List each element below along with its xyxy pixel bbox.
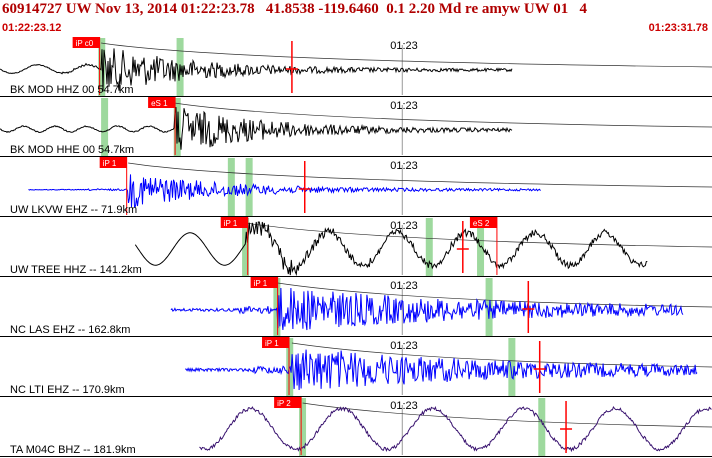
time-tick-label: 01:23 (390, 100, 418, 112)
pick-window-band (425, 218, 433, 276)
channel-label: UW TREE HHZ -- 141.2km (10, 264, 142, 276)
waveform-trace[interactable] (0, 48, 513, 92)
phase-pick-label: iP 2 (277, 399, 291, 408)
channel-label: TA M04C BHZ -- 181.9km (10, 444, 136, 456)
trace-panel[interactable]: 01:23 iP c0 BK MOD HHZ 00 54.7km (0, 37, 712, 97)
pick-window-band (538, 398, 546, 456)
waveform-trace[interactable] (28, 174, 541, 209)
time-tick-label: 01:23 (390, 40, 418, 52)
waveform-trace[interactable] (134, 221, 648, 277)
travel-time-curve (277, 282, 712, 308)
phase-pick-label: iP 1 (224, 219, 238, 228)
phase-pick-flag[interactable] (220, 217, 248, 228)
time-tick-label: 01:23 (390, 340, 418, 352)
channel-label: BK MOD HHZ 00 54.7km (10, 84, 133, 96)
pick-window-band (245, 158, 253, 216)
trace-panel[interactable]: 01:23 iP 1 UW LKVW EHZ -- 71.9km (0, 157, 712, 217)
event-title: 60914727 UW Nov 13, 2014 01:22:23.78 41.… (2, 1, 587, 17)
window-end-time: 01:23:31.78 (648, 22, 708, 34)
trace-panel[interactable]: 01:23 iP 1 NC LTI EHZ -- 170.9km (0, 337, 712, 397)
phase-pick-flag[interactable] (262, 337, 290, 348)
travel-time-curve (302, 402, 712, 428)
pick-window-band (98, 38, 106, 96)
channel-label: NC LAS EHZ -- 162.8km (10, 324, 130, 336)
pick-window-band (101, 98, 109, 156)
trace-panel[interactable]: 01:23 iP 2 TA M04C BHZ -- 181.9km (0, 397, 712, 457)
phase-pick-flag[interactable] (274, 397, 302, 408)
pick-window-band (273, 278, 281, 336)
phase-pick-label: iP 1 (254, 279, 268, 288)
time-tick-label: 01:23 (390, 220, 418, 232)
seismogram-panels[interactable]: 01:23 iP c0 BK MOD HHZ 00 54.7km 01:23 eS 1 B… (0, 37, 712, 458)
phase-pick-flag[interactable] (469, 217, 497, 228)
trace-panel[interactable]: 01:23 eS 1 BK MOD HHE 00 54.7km (0, 97, 712, 157)
channel-label: NC LTI EHZ -- 170.9km (10, 384, 125, 396)
travel-time-curve (245, 222, 712, 248)
phase-pick-flag[interactable] (72, 37, 100, 48)
pick-window-band (227, 158, 235, 216)
waveform-trace[interactable] (0, 107, 513, 150)
trace-panel[interactable]: 01:23 iP 1 NC LAS EHZ -- 162.8km (0, 277, 712, 337)
waveform-trace[interactable] (199, 405, 712, 453)
waveform-trace[interactable] (170, 287, 684, 331)
trace-panel[interactable]: 01:23 iP 1 eS 2 UW TREE HHZ -- 141.2km (0, 217, 712, 277)
phase-pick-flag[interactable] (99, 157, 127, 168)
pick-window-band (508, 338, 516, 396)
phase-pick-label: eS 1 (151, 99, 168, 108)
pick-window-band (299, 398, 307, 456)
waveform-trace[interactable] (185, 349, 698, 391)
time-tick-label: 01:23 (390, 160, 418, 172)
window-start-time: 01:22:23.12 (2, 22, 62, 34)
phase-pick-label: eS 2 (473, 219, 490, 228)
travel-time-curve (174, 102, 712, 128)
time-tick-label: 01:23 (390, 400, 418, 412)
channel-label: UW LKVW EHZ -- 71.9km (10, 204, 137, 216)
pick-window-band (242, 218, 250, 276)
time-tick-label: 01:23 (390, 280, 418, 292)
phase-pick-label: iP c0 (76, 39, 94, 48)
phase-pick-label: iP 1 (103, 159, 117, 168)
phase-pick-label: iP 1 (265, 339, 279, 348)
travel-time-curve (101, 42, 712, 68)
travel-time-curve (291, 342, 712, 368)
channel-label: BK MOD HHE 00 54.7km (10, 144, 134, 156)
travel-time-curve (128, 162, 712, 188)
phase-pick-flag[interactable] (148, 97, 176, 108)
phase-pick-flag[interactable] (250, 277, 278, 288)
